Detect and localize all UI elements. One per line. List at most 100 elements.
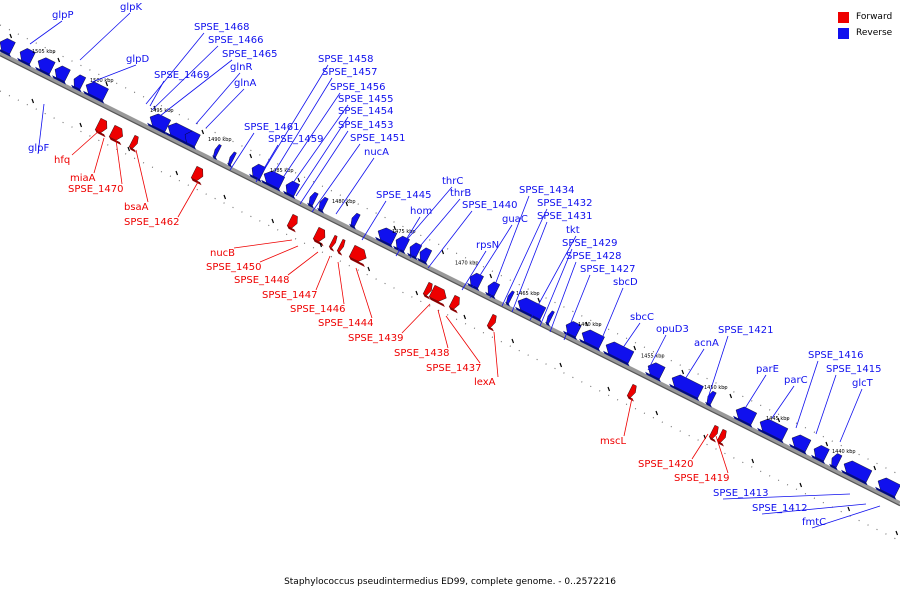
forward-mark	[751, 458, 755, 464]
reverse-leader-27	[511, 221, 548, 313]
forward-gene-13-shade	[627, 395, 634, 402]
reverse-mark	[585, 321, 589, 327]
forward-leader-7	[287, 251, 319, 276]
forward-leader-8	[315, 255, 331, 291]
reverse-gene-9	[213, 144, 222, 158]
kbp-tick-10: 1455 kbp	[641, 354, 665, 360]
reverse-gene-0	[0, 38, 16, 55]
legend-forward-label: Forward	[856, 12, 893, 22]
reverse-gene-10-shade	[227, 162, 233, 168]
reverse-leader-44	[722, 493, 851, 500]
reverse-label-29: tkt	[566, 225, 580, 236]
forward-gene-7-shade	[337, 250, 343, 256]
forward-gene-14	[708, 424, 719, 439]
legend-reverse: Reverse	[838, 25, 892, 41]
forward-label-12: SPSE_1438	[394, 348, 450, 359]
genome-backbone	[0, 51, 900, 505]
reverse-leader-4	[151, 45, 219, 111]
forward-label-7: SPSE_1448	[234, 275, 290, 286]
reverse-gene-36	[831, 453, 843, 468]
forward-mark	[175, 170, 179, 176]
reverse-leader-39	[771, 385, 795, 419]
reverse-leader-13	[295, 116, 349, 197]
forward-leader-2	[115, 139, 123, 185]
reverse-leader-2	[91, 64, 137, 83]
forward-mark	[79, 122, 83, 128]
reverse-label-24: guaC	[502, 214, 528, 225]
forward-gene-1	[108, 124, 123, 141]
reverse-leader-42	[839, 388, 863, 443]
reverse-mark	[393, 225, 397, 231]
forward-leader-1	[93, 137, 105, 174]
reverse-leader-9	[263, 64, 329, 171]
reverse-label-43: glpF	[28, 143, 49, 154]
reverse-leader-10	[271, 77, 333, 177]
reverse-mark	[825, 441, 829, 447]
reverse-leader-8	[205, 88, 245, 129]
reverse-gene-20	[419, 247, 433, 263]
forward-label-9: SPSE_1446	[290, 304, 346, 315]
reverse-gene-21-shade	[467, 282, 480, 292]
reverse-leader-33	[597, 287, 624, 349]
reverse-gene-32	[735, 406, 758, 426]
reverse-gene-28	[605, 341, 635, 364]
reverse-gene-15-shade	[317, 207, 324, 214]
reverse-label-9: SPSE_1458	[318, 54, 374, 65]
reverse-leader-11	[279, 92, 341, 183]
reverse-label-7: glnR	[230, 62, 252, 73]
reverse-gene-11	[251, 163, 266, 180]
reverse-gene-30-shade	[669, 383, 700, 402]
forward-leader-11	[401, 303, 431, 334]
reverse-gene-23-shade	[505, 301, 511, 307]
forward-gene-6	[328, 234, 338, 249]
reverse-leader-25	[489, 195, 530, 299]
reverse-label-12: SPSE_1455	[338, 94, 394, 105]
reverse-gene-29	[647, 362, 666, 380]
reverse-leader-12	[287, 104, 349, 191]
reverse-gene-5-shade	[83, 90, 105, 104]
reverse-gene-20-shade	[417, 257, 428, 266]
reverse-label-4: SPSE_1466	[208, 35, 264, 46]
forward-leader-12	[437, 309, 449, 349]
kbp-tick-6: 1475 kbp	[392, 229, 416, 235]
reverse-leader-5	[159, 59, 233, 117]
reverse-gene-8-shade	[182, 140, 197, 150]
reverse-label-33: sbcD	[613, 277, 638, 288]
legend: Forward Reverse	[838, 9, 892, 41]
forward-label-0: hfq	[54, 155, 70, 166]
reverse-gene-19-shade	[407, 252, 418, 261]
reverse-gene-29-shade	[645, 371, 661, 382]
reverse-gene-4	[73, 74, 87, 90]
reverse-gene-16-shade	[349, 223, 356, 230]
reverse-leader-31	[549, 261, 577, 333]
forward-label-15: mscL	[600, 436, 626, 447]
forward-leader-10	[355, 267, 373, 319]
forward-mark	[319, 242, 323, 248]
reverse-leader-0	[29, 20, 63, 45]
reverse-label-8: glnA	[234, 78, 256, 89]
reverse-gene-34	[791, 434, 812, 453]
reverse-label-22: hom	[410, 206, 432, 217]
reverse-label-42: glcT	[852, 378, 874, 389]
forward-gene-8	[348, 244, 367, 262]
reverse-label-32: SPSE_1427	[580, 264, 636, 275]
reverse-mark	[873, 465, 877, 471]
forward-gene-9-shade	[423, 293, 430, 300]
reverse-gene-12	[263, 170, 286, 190]
reverse-gene-36-shade	[829, 463, 838, 471]
reverse-leader-15	[311, 143, 361, 213]
forward-gene-5	[312, 226, 326, 242]
reverse-label-28: rpsN	[476, 240, 499, 251]
backbone-shadow	[0, 54, 900, 507]
reverse-leader-23	[427, 210, 473, 269]
reverse-label-20: thrB	[450, 188, 471, 199]
forward-label-16: SPSE_1420	[638, 459, 694, 470]
reverse-gene-16	[350, 212, 361, 227]
reverse-label-23: SPSE_1440	[462, 200, 518, 211]
reverse-gene-37-shade	[841, 469, 868, 486]
reverse-label-2: glpD	[126, 54, 149, 65]
reverse-gene-37	[843, 460, 873, 483]
reverse-leader-7	[195, 72, 241, 125]
reverse-label-25: SPSE_1434	[519, 185, 575, 196]
reverse-gene-34-shade	[789, 443, 807, 455]
